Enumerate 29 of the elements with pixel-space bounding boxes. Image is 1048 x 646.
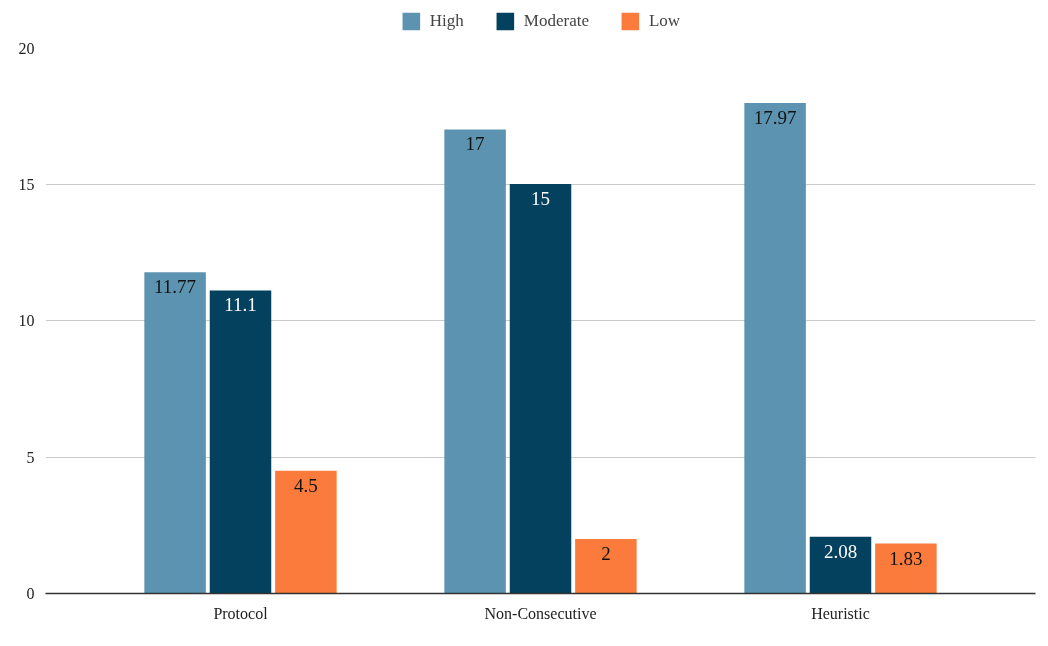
bar xyxy=(575,538,637,594)
y-tick-label: 20 xyxy=(18,39,35,57)
bar xyxy=(875,543,937,594)
data-label: 2.08 xyxy=(823,540,858,562)
x-tick-label: Non-Consecutive xyxy=(484,604,597,622)
bar xyxy=(744,102,806,594)
bar xyxy=(144,272,206,594)
bar xyxy=(444,129,506,594)
data-label: 4.5 xyxy=(294,474,318,496)
x-tick-label: Heuristic xyxy=(811,604,870,622)
bar xyxy=(209,290,272,594)
data-label: 2 xyxy=(601,542,611,564)
bar xyxy=(809,536,872,594)
data-label: 17 xyxy=(465,133,485,155)
data-label: 11.77 xyxy=(154,276,197,298)
bar xyxy=(275,470,337,594)
data-label: 15 xyxy=(531,188,550,209)
y-tick-label: 10 xyxy=(18,312,35,329)
bar xyxy=(509,184,572,594)
data-label: 17.97 xyxy=(753,106,797,128)
data-label: 1.83 xyxy=(889,547,923,569)
y-tick-label: 0 xyxy=(26,585,35,602)
x-tick-label: Protocol xyxy=(213,604,269,622)
legend-label: High xyxy=(429,11,464,31)
legend-label: Moderate xyxy=(523,11,589,31)
y-tick-label: 5 xyxy=(26,448,35,466)
y-tick-label: 15 xyxy=(18,175,35,193)
data-label: 11.1 xyxy=(224,294,257,316)
legend-label: Low xyxy=(648,11,681,31)
